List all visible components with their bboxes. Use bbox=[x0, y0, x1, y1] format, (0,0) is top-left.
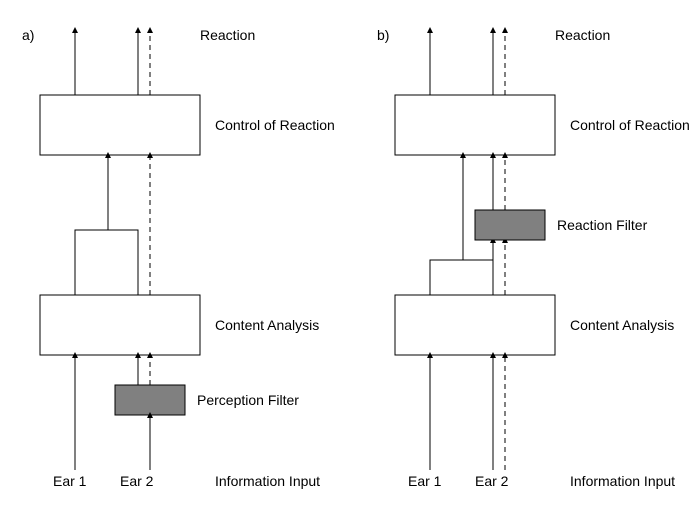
content-label: Content Analysis bbox=[215, 317, 319, 333]
reaction-filter-box bbox=[475, 210, 545, 240]
reaction-label: Reaction bbox=[555, 27, 610, 43]
filter-label: Reaction Filter bbox=[557, 217, 648, 233]
ear1-label: Ear 1 bbox=[53, 473, 87, 489]
merge-path-solid bbox=[75, 155, 108, 295]
panel-tag: b) bbox=[377, 27, 389, 43]
content-label: Content Analysis bbox=[570, 317, 674, 333]
filter-label: Perception Filter bbox=[197, 392, 299, 408]
ear2-label: Ear 2 bbox=[475, 473, 509, 489]
reaction-label: Reaction bbox=[200, 27, 255, 43]
control-label: Control of Reaction bbox=[215, 117, 335, 133]
panel-tag: a) bbox=[22, 27, 34, 43]
control-label: Control of Reaction bbox=[570, 117, 690, 133]
ear1-label: Ear 1 bbox=[408, 473, 442, 489]
ear2-label: Ear 2 bbox=[120, 473, 154, 489]
perception-filter-box bbox=[115, 385, 185, 415]
info-input-label: Information Input bbox=[215, 473, 320, 489]
info-input-label: Information Input bbox=[570, 473, 675, 489]
control-box bbox=[40, 95, 200, 155]
content-box bbox=[40, 295, 200, 355]
merge-right-solid bbox=[108, 230, 138, 295]
control-box bbox=[395, 95, 555, 155]
merge-path-solid-b bbox=[430, 155, 463, 295]
content-box bbox=[395, 295, 555, 355]
